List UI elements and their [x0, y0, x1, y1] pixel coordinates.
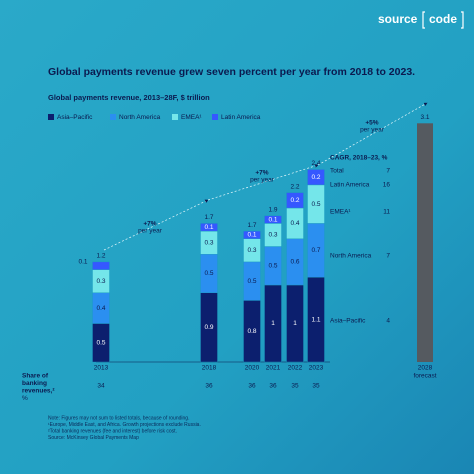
note: ¹Europe, Middle East, and Africa. Growth… — [48, 422, 201, 428]
cagr-name: Asia–Pacific — [330, 318, 366, 325]
growth-label: +5% — [365, 120, 378, 127]
legend-label: Latin America — [221, 114, 261, 121]
segment-label: 1.1 — [311, 316, 320, 323]
total-label: 1.9 — [268, 206, 277, 213]
segment-label: 0.5 — [96, 339, 105, 346]
legend-label: EMEA¹ — [181, 114, 202, 121]
cagr-value: 11 — [383, 209, 390, 216]
legend-swatch — [48, 114, 54, 120]
forecast-bar — [417, 123, 433, 362]
bar-segment — [200, 223, 218, 232]
cagr-value: 7 — [386, 253, 390, 260]
cagr-name: North America — [330, 253, 372, 260]
bar-segment — [92, 261, 110, 270]
share-label: revenues,² — [22, 388, 55, 395]
cagr-title: CAGR, 2018–23, % — [330, 155, 388, 162]
segment-label: 1 — [271, 320, 275, 327]
segment-label: 0.9 — [204, 324, 213, 331]
growth-arrow — [103, 199, 209, 251]
share-label: Share of — [22, 373, 49, 380]
growth-arrow — [317, 102, 428, 166]
category-label: 2022 — [288, 365, 303, 372]
note: ²Total banking revenues (fee and interes… — [48, 428, 177, 434]
growth-note: per year — [138, 228, 163, 235]
segment-label: 0.1 — [268, 216, 277, 223]
segment-label: 0.4 — [290, 220, 299, 227]
growth-note: per year — [360, 127, 385, 134]
share-label: % — [22, 395, 28, 402]
growth-label: +7% — [143, 221, 156, 228]
category-label: 2020 — [245, 365, 260, 372]
legend-swatch — [212, 114, 218, 120]
segment-label: 0.3 — [247, 247, 256, 254]
segment-label: 0.5 — [268, 262, 277, 269]
segment-label: 0.2 — [290, 197, 299, 204]
legend-swatch — [110, 114, 116, 120]
note: Note: Figures may not sum to listed tota… — [48, 415, 189, 421]
total-label: 1.7 — [204, 214, 213, 221]
total-label: 3.1 — [420, 114, 429, 121]
bar-segment — [243, 230, 261, 240]
total-label: 2.2 — [290, 183, 299, 190]
growth-label: +7% — [255, 170, 268, 177]
cagr-name: EMEA¹ — [330, 209, 351, 216]
segment-label: 0.7 — [311, 247, 320, 254]
segment-label: 0.5 — [204, 270, 213, 277]
segment-label: 0.3 — [268, 232, 277, 239]
total-label: 1.2 — [96, 253, 105, 260]
bar-segment — [286, 192, 304, 209]
logo-left: source — [378, 12, 418, 26]
logo-brackets — [422, 11, 464, 29]
total-label: 2.4 — [311, 160, 320, 167]
forecast-label: forecast — [413, 373, 436, 380]
segment-label: 0.3 — [204, 239, 213, 246]
legend-label: North America — [119, 114, 161, 121]
category-label: 2028 — [418, 365, 433, 372]
cagr-name: Total — [330, 168, 344, 175]
category-label: 2021 — [266, 365, 281, 372]
chart-title: Global payments revenue grew seven perce… — [48, 66, 415, 78]
segment-label: 0.5 — [311, 201, 320, 208]
segment-label: 0.8 — [247, 328, 256, 335]
category-label: 2018 — [202, 365, 217, 372]
share-value: 36 — [205, 383, 213, 390]
legend-label: Asia–Pacific — [57, 114, 93, 121]
total-label: 1.7 — [247, 222, 256, 229]
segment-label: 0.1 — [247, 232, 256, 239]
segment-label: 0.1 — [204, 224, 213, 231]
share-label: banking — [22, 380, 47, 387]
segment-label: 0.1 — [78, 258, 87, 265]
segment-label: 0.3 — [96, 278, 105, 285]
growth-arrow — [207, 164, 319, 201]
segment-label: 0.6 — [290, 259, 299, 266]
cagr-value: 16 — [383, 182, 391, 189]
segment-label: 0.5 — [247, 278, 256, 285]
note: Source: McKinsey Global Payments Map — [48, 435, 139, 441]
cagr-value: 7 — [386, 168, 390, 175]
segment-label: 1 — [293, 320, 297, 327]
chart-subtitle: Global payments revenue, 2013–28F, $ tri… — [48, 93, 210, 102]
growth-note: per year — [250, 177, 275, 184]
share-value: 35 — [312, 383, 320, 390]
cagr-value: 4 — [386, 318, 390, 325]
segment-label: 0.2 — [311, 174, 320, 181]
bar-segment — [264, 215, 282, 224]
logo-right: code — [429, 12, 457, 26]
share-value: 34 — [97, 383, 105, 390]
bar-segment — [307, 169, 325, 186]
category-label: 2023 — [309, 365, 324, 372]
cagr-name: Latin America — [330, 182, 370, 189]
share-value: 35 — [291, 383, 299, 390]
legend-swatch — [172, 114, 178, 120]
share-value: 36 — [248, 383, 256, 390]
category-label: 2013 — [94, 365, 109, 372]
share-value: 36 — [269, 383, 277, 390]
segment-label: 0.4 — [96, 305, 105, 312]
